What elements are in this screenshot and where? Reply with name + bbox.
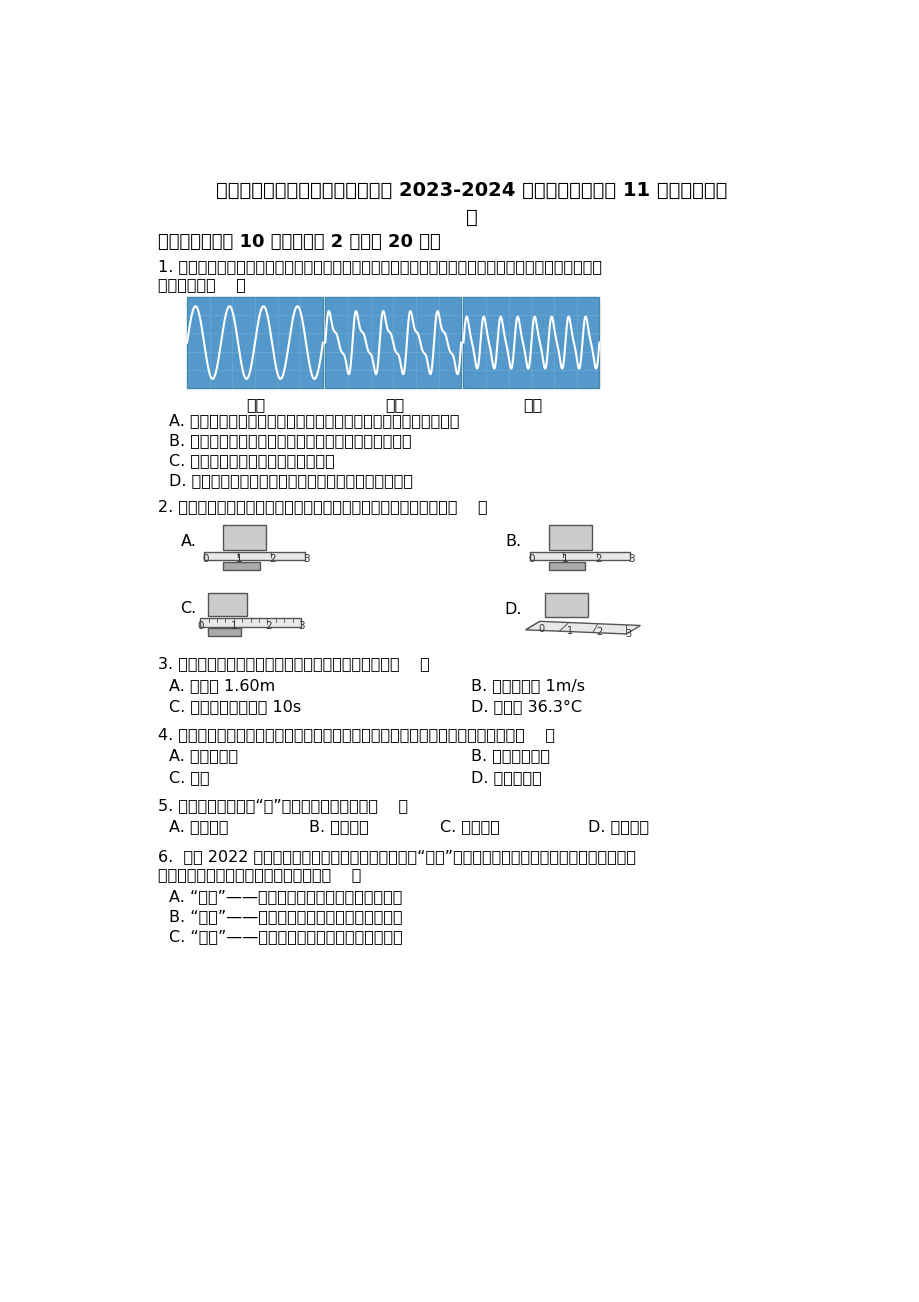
Text: 2. 如图所示用厚刻度尺测量木块的长度，下列各种做法中正确的是（    ）: 2. 如图所示用厚刻度尺测量木块的长度，下列各种做法中正确的是（ ）: [157, 499, 487, 514]
Text: 3. 以下是某同学对自身情况的估测，其中不合理的是（    ）: 3. 以下是某同学对自身情况的估测，其中不合理的是（ ）: [157, 656, 429, 671]
Text: 下节气中蕴含的物态变化知识正确的是（    ）: 下节气中蕴含的物态变化知识正确的是（ ）: [157, 867, 360, 883]
Bar: [549, 562, 584, 570]
Polygon shape: [525, 621, 640, 634]
Text: 1: 1: [235, 555, 243, 564]
Bar: [223, 525, 266, 549]
Text: 4. 小彭从飞机上跳下做跳伞运动，他感觉到自己静止不动，他选取的参照物可能是（    ）: 4. 小彭从飞机上跳下做跳伞运动，他感觉到自己静止不动，他选取的参照物可能是（ …: [157, 727, 554, 742]
Text: B. 三种不同乐器发出声波的响度、音调和音色都不相同: B. 三种不同乐器发出声波的响度、音调和音色都不相同: [169, 432, 412, 448]
Text: B. 步行速度约 1m/s: B. 步行速度约 1m/s: [471, 678, 584, 693]
Text: C. 眨一次眼的时间约 10s: C. 眨一次眼的时间约 10s: [169, 699, 301, 715]
Text: A.: A.: [180, 534, 196, 548]
Bar: [529, 552, 630, 560]
Text: 6.  北京 2022 年冬奥会开幕日恰逢我国二十四节气的“立春”，倒计时以二十四节气为序，惊艳世界。以: 6. 北京 2022 年冬奥会开幕日恰逢我国二十四节气的“立春”，倒计时以二十四…: [157, 849, 635, 863]
Bar: [204, 552, 304, 560]
Text: 1: 1: [566, 626, 573, 635]
Text: 题: 题: [465, 208, 477, 228]
Bar: [223, 562, 260, 570]
Text: 3: 3: [628, 555, 634, 564]
Text: 1. 如图分别是音叉、钢琴、长笛发出的声音在示波器上显示的波形。下面关于三者发出声音的特性描述: 1. 如图分别是音叉、钢琴、长笛发出的声音在示波器上显示的波形。下面关于三者发出…: [157, 259, 601, 273]
Text: B. 引吭高歌: B. 引吭高歌: [309, 819, 369, 835]
Text: 钢琴: 钢琴: [384, 397, 403, 413]
Text: 2: 2: [265, 621, 271, 630]
Bar: [545, 592, 587, 617]
Text: 0: 0: [198, 621, 204, 630]
Text: 3: 3: [298, 621, 305, 630]
Text: C. 振臂高呼: C. 振臂高呼: [440, 819, 500, 835]
Text: 2: 2: [596, 628, 602, 637]
Text: 长笛: 长笛: [522, 397, 541, 413]
Text: 吉林省长春市榆树市北片部分学校 2023-2024 学年八年级上学期 11 月月考物理试: 吉林省长春市榆树市北片部分学校 2023-2024 学年八年级上学期 11 月月…: [216, 181, 726, 201]
Bar: [549, 525, 591, 549]
Text: 2: 2: [595, 555, 601, 564]
Text: 5. 以下各场景中关于“高”的描述属于音调的是（    ）: 5. 以下各场景中关于“高”的描述属于音调的是（ ）: [157, 798, 407, 812]
Text: 音叉: 音叉: [246, 397, 266, 413]
Text: 1: 1: [561, 555, 567, 564]
Text: A. “雨水”——雨的形成是液化现象，要吸收热量: A. “雨水”——雨的形成是液化现象，要吸收热量: [169, 889, 403, 904]
Text: D. 静止的云层: D. 静止的云层: [471, 769, 541, 785]
Bar: [208, 592, 246, 616]
Text: A. 曲高和寡: A. 曲高和寡: [169, 819, 229, 835]
Text: C. 地面: C. 地面: [169, 769, 210, 785]
Bar: [187, 297, 323, 388]
Text: B. 张开的降落伞: B. 张开的降落伞: [471, 749, 550, 763]
Text: 2: 2: [269, 555, 276, 564]
Bar: [200, 618, 301, 626]
Bar: [208, 629, 240, 635]
Bar: [325, 297, 460, 388]
Text: C.: C.: [180, 600, 196, 616]
Text: B.: B.: [505, 534, 521, 548]
Text: B. “寒露”——露的形成是汽化现象，要放出热量: B. “寒露”——露的形成是汽化现象，要放出热量: [169, 909, 403, 923]
Text: D.: D.: [504, 602, 521, 617]
Text: 3: 3: [302, 555, 310, 564]
Text: 0: 0: [528, 555, 534, 564]
Text: 一、选择题（共 10 小题，每题 2 分，共 20 分）: 一、选择题（共 10 小题，每题 2 分，共 20 分）: [157, 233, 440, 251]
Text: 0: 0: [202, 555, 209, 564]
Text: 不正确的是（    ）: 不正确的是（ ）: [157, 277, 245, 293]
Text: D. 体温约 36.3°C: D. 体温约 36.3°C: [471, 699, 582, 715]
Text: A. 三种不同乐器发出的波形总体上疏密程度是相同的，即音调相同: A. 三种不同乐器发出的波形总体上疏密程度是相同的，即音调相同: [169, 413, 460, 428]
Text: 0: 0: [538, 625, 544, 634]
Bar: [463, 297, 598, 388]
Text: A. 身高约 1.60m: A. 身高约 1.60m: [169, 678, 275, 693]
Text: 3: 3: [624, 629, 630, 638]
Text: C. 三种波形的形状不同，即音色不同: C. 三种波形的形状不同，即音色不同: [169, 453, 335, 467]
Text: C. “霜降”——霜的形成是凝华现象，要放出热量: C. “霜降”——霜的形成是凝华现象，要放出热量: [169, 928, 403, 944]
Text: D. 高谈阔论: D. 高谈阔论: [587, 819, 648, 835]
Text: 1: 1: [231, 621, 238, 630]
Text: A. 静止的飞机: A. 静止的飞机: [169, 749, 238, 763]
Text: D. 发声体的材料、结构不同，发出声音的音色也就不同: D. 发声体的材料、结构不同，发出声音的音色也就不同: [169, 473, 413, 488]
